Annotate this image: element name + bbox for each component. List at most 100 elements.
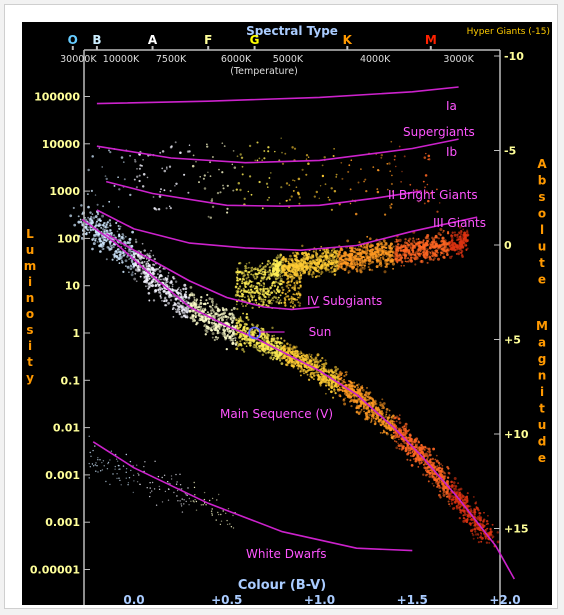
star-point [129, 252, 132, 255]
star-point [399, 428, 403, 432]
star-point [141, 270, 145, 273]
star-point [272, 299, 275, 302]
star-point [385, 413, 388, 416]
star-point [217, 314, 220, 317]
star-point [168, 285, 171, 288]
star-point [407, 451, 410, 454]
star-point [397, 417, 401, 421]
star-point [451, 231, 454, 234]
star-point [317, 258, 321, 262]
star-point [333, 375, 336, 378]
star-point [423, 462, 427, 466]
star-point [327, 265, 330, 268]
star-point [265, 278, 268, 281]
star-point [336, 249, 339, 253]
star-point [390, 416, 393, 419]
star-point [212, 316, 215, 319]
star-point [95, 237, 98, 240]
star-point [282, 288, 285, 291]
star-point [380, 265, 383, 268]
star-point [288, 346, 291, 349]
star-point [228, 335, 231, 338]
star-point [429, 252, 432, 255]
star-point [322, 252, 325, 255]
star-point [317, 373, 320, 377]
star-point [320, 245, 323, 248]
star-point [279, 275, 282, 278]
star-point [324, 380, 328, 384]
star-point [267, 259, 270, 263]
star-point [258, 292, 262, 295]
star-point [435, 240, 438, 243]
star-point [459, 494, 462, 497]
star-point [404, 238, 407, 241]
star-point [102, 228, 105, 231]
star-point [286, 342, 289, 345]
star-point [121, 259, 123, 262]
star-point [234, 342, 238, 346]
star-point [465, 520, 469, 524]
star-point [381, 407, 383, 410]
star-point [395, 440, 398, 443]
star-point [450, 485, 454, 488]
star-point [322, 254, 326, 258]
star-point [446, 490, 450, 493]
star-point [458, 516, 461, 520]
star-point [403, 441, 407, 445]
star-point [426, 253, 429, 256]
star-point [321, 366, 323, 368]
star-point [218, 327, 221, 330]
star-point [474, 516, 478, 520]
star-point [261, 270, 264, 274]
star-point [296, 282, 299, 285]
star-point [146, 253, 149, 256]
star-point [364, 417, 367, 421]
star-point [305, 262, 308, 265]
star-point [273, 284, 277, 288]
star-point [242, 320, 245, 323]
star-point [462, 519, 466, 523]
star-point [158, 290, 161, 294]
star-point [240, 289, 243, 292]
star-point [202, 319, 204, 322]
star-point [466, 234, 469, 237]
star-point [311, 255, 315, 259]
star-point [298, 296, 301, 299]
star-point [235, 321, 239, 325]
star-point [260, 268, 264, 271]
star-point [290, 300, 293, 303]
star-point [184, 316, 188, 319]
star-point [366, 255, 370, 258]
star-point [352, 250, 356, 254]
star-point [128, 258, 130, 261]
star-point [399, 249, 403, 252]
star-point [453, 477, 457, 480]
star-point [391, 262, 395, 266]
star-point [470, 522, 473, 525]
star-point [377, 254, 381, 258]
star-point [377, 418, 380, 421]
star-point [336, 367, 339, 371]
star-point [230, 334, 234, 338]
star-point [340, 257, 343, 260]
star-point [195, 305, 199, 309]
star-point [103, 230, 106, 233]
star-point [356, 404, 359, 407]
star-point [244, 296, 246, 299]
star-point [414, 263, 417, 266]
star-point [277, 265, 280, 268]
star-point [161, 287, 164, 290]
star-point [292, 277, 295, 280]
star-point [311, 275, 314, 278]
star-point [457, 238, 459, 241]
star-point [193, 299, 196, 301]
star-point [234, 324, 237, 327]
star-point [491, 537, 494, 539]
star-point [315, 374, 318, 376]
star-point [199, 307, 202, 310]
star-point [241, 337, 244, 340]
star-point [434, 236, 437, 239]
star-point [171, 308, 174, 311]
star-point [441, 474, 444, 476]
star-point [414, 254, 417, 257]
